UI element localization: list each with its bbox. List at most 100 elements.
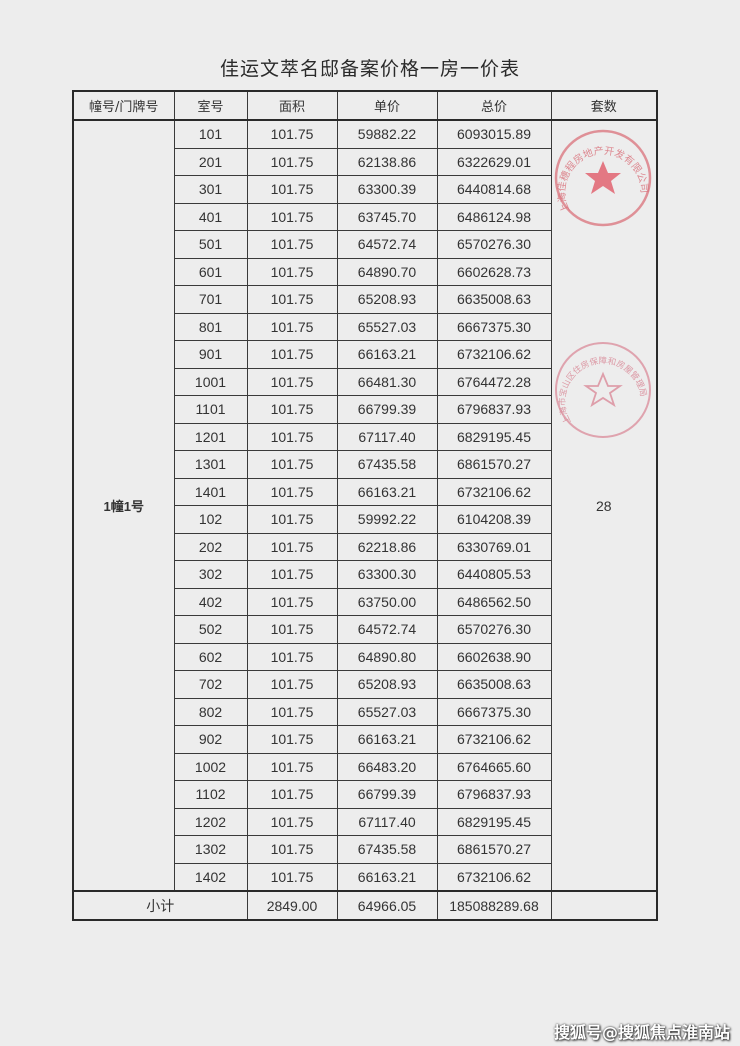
unit-price-cell: 62138.86 xyxy=(336,147,438,176)
area-cell: 101.75 xyxy=(246,752,338,781)
area-cell: 101.75 xyxy=(246,147,338,176)
total-price-cell: 6732106.62 xyxy=(436,725,552,754)
room-cell: 1201 xyxy=(173,422,248,451)
subtotal-total: 185088289.68 xyxy=(436,890,552,921)
total-price-cell: 6829195.45 xyxy=(436,807,552,836)
room-cell: 202 xyxy=(173,532,248,561)
room-cell: 1302 xyxy=(173,835,248,864)
unit-price-cell: 59882.22 xyxy=(336,119,438,149)
unit-price-cell: 66163.21 xyxy=(336,477,438,506)
room-cell: 301 xyxy=(173,175,248,204)
total-price-cell: 6570276.30 xyxy=(436,615,552,644)
unit-price-cell: 62218.86 xyxy=(336,532,438,561)
total-price-cell: 6732106.62 xyxy=(436,340,552,369)
total-price-cell: 6732106.62 xyxy=(436,862,552,892)
unit-price-cell: 64890.80 xyxy=(336,642,438,671)
total-price-cell: 6440814.68 xyxy=(436,175,552,204)
total-price-cell: 6732106.62 xyxy=(436,477,552,506)
total-price-cell: 6570276.30 xyxy=(436,230,552,259)
total-price-cell: 6796837.93 xyxy=(436,780,552,809)
room-cell: 1102 xyxy=(173,780,248,809)
table-row: 802 101.75 65527.03 6667375.30 xyxy=(73,697,657,726)
room-cell: 702 xyxy=(173,670,248,699)
document-title: 佳运文萃名邸备案价格一房一价表 xyxy=(219,58,520,80)
area-cell: 101.75 xyxy=(246,202,338,231)
table-row: 701 101.75 65208.93 6635008.63 xyxy=(73,285,657,314)
table-row: 801 101.75 65527.03 6667375.30 xyxy=(73,312,657,341)
area-cell: 101.75 xyxy=(246,697,338,726)
area-cell: 101.75 xyxy=(246,560,338,589)
subtotal-unit-price: 64966.05 xyxy=(336,890,438,921)
table-row: 501 101.75 64572.74 6570276.30 xyxy=(73,230,657,259)
watermark: 搜狐号@搜狐焦点淮南站 xyxy=(553,1023,730,1042)
unit-price-cell: 63300.39 xyxy=(336,175,438,204)
room-cell: 901 xyxy=(173,340,248,369)
area-cell: 101.75 xyxy=(246,119,338,149)
unit-price-cell: 66799.39 xyxy=(336,395,438,424)
area-cell: 101.75 xyxy=(246,642,338,671)
unit-price-cell: 66163.21 xyxy=(336,862,438,892)
area-cell: 101.75 xyxy=(246,807,338,836)
area-cell: 101.75 xyxy=(246,725,338,754)
unit-price-cell: 67117.40 xyxy=(336,807,438,836)
area-cell: 101.75 xyxy=(246,312,338,341)
header-total-price: 总价 xyxy=(436,90,552,121)
table-header-row: 幢号/门牌号 室号 面积 单价 总价 套数 xyxy=(72,90,658,121)
table-row: 1401 101.75 66163.21 6732106.62 xyxy=(73,477,657,506)
table-row: 1301 101.75 67435.58 6861570.27 xyxy=(73,450,657,479)
unit-price-cell: 64572.74 xyxy=(336,615,438,644)
total-price-cell: 6602638.90 xyxy=(436,642,552,671)
total-price-cell: 6764665.60 xyxy=(436,752,552,781)
count-cell: 28 xyxy=(550,120,658,891)
table-row: 601 101.75 64890.70 6602628.73 xyxy=(73,257,657,286)
total-price-cell: 6861570.27 xyxy=(436,450,552,479)
unit-price-cell: 63745.70 xyxy=(336,202,438,231)
area-cell: 101.75 xyxy=(246,340,338,369)
total-price-cell: 6667375.30 xyxy=(436,697,552,726)
header-count: 套数 xyxy=(550,90,658,121)
room-cell: 402 xyxy=(173,587,248,616)
subtotal-label: 小计 xyxy=(72,890,248,921)
unit-price-cell: 66799.39 xyxy=(336,780,438,809)
room-cell: 1202 xyxy=(173,807,248,836)
unit-price-cell: 65527.03 xyxy=(336,312,438,341)
unit-price-cell: 63750.00 xyxy=(336,587,438,616)
unit-price-cell: 65208.93 xyxy=(336,285,438,314)
total-price-cell: 6602628.73 xyxy=(436,257,552,286)
total-price-cell: 6796837.93 xyxy=(436,395,552,424)
table-row: 201 101.75 62138.86 6322629.01 xyxy=(73,147,657,176)
room-cell: 801 xyxy=(173,312,248,341)
total-price-cell: 6861570.27 xyxy=(436,835,552,864)
area-cell: 101.75 xyxy=(246,862,338,892)
table-row: 1201 101.75 67117.40 6829195.45 xyxy=(73,422,657,451)
room-cell: 602 xyxy=(173,642,248,671)
room-cell: 501 xyxy=(173,230,248,259)
table-row: 301 101.75 63300.39 6440814.68 xyxy=(73,175,657,204)
total-price-cell: 6764472.28 xyxy=(436,367,552,396)
table-row: 1202 101.75 67117.40 6829195.45 xyxy=(73,807,657,836)
area-cell: 101.75 xyxy=(246,505,338,534)
header-room: 室号 xyxy=(173,90,248,121)
unit-price-cell: 65527.03 xyxy=(336,697,438,726)
total-price-cell: 6330769.01 xyxy=(436,532,552,561)
subtotal-count xyxy=(550,890,658,921)
table-row: 702 101.75 65208.93 6635008.63 xyxy=(73,670,657,699)
room-cell: 802 xyxy=(173,697,248,726)
room-cell: 701 xyxy=(173,285,248,314)
table-row: 602 101.75 64890.80 6602638.90 xyxy=(73,642,657,671)
table-row: 1102 101.75 66799.39 6796837.93 xyxy=(73,780,657,809)
room-cell: 401 xyxy=(173,202,248,231)
room-cell: 201 xyxy=(173,147,248,176)
room-cell: 1301 xyxy=(173,450,248,479)
header-unit-price: 单价 xyxy=(336,90,438,121)
header-building: 幢号/门牌号 xyxy=(72,90,175,121)
area-cell: 101.75 xyxy=(246,450,338,479)
room-cell: 902 xyxy=(173,725,248,754)
room-cell: 502 xyxy=(173,615,248,644)
area-cell: 101.75 xyxy=(246,395,338,424)
building-cell: 1幢1号 xyxy=(72,119,175,892)
area-cell: 101.75 xyxy=(246,477,338,506)
total-price-cell: 6635008.63 xyxy=(436,285,552,314)
unit-price-cell: 64572.74 xyxy=(336,230,438,259)
subtotal-row: 小计 2849.00 64966.05 185088289.68 xyxy=(72,890,658,921)
